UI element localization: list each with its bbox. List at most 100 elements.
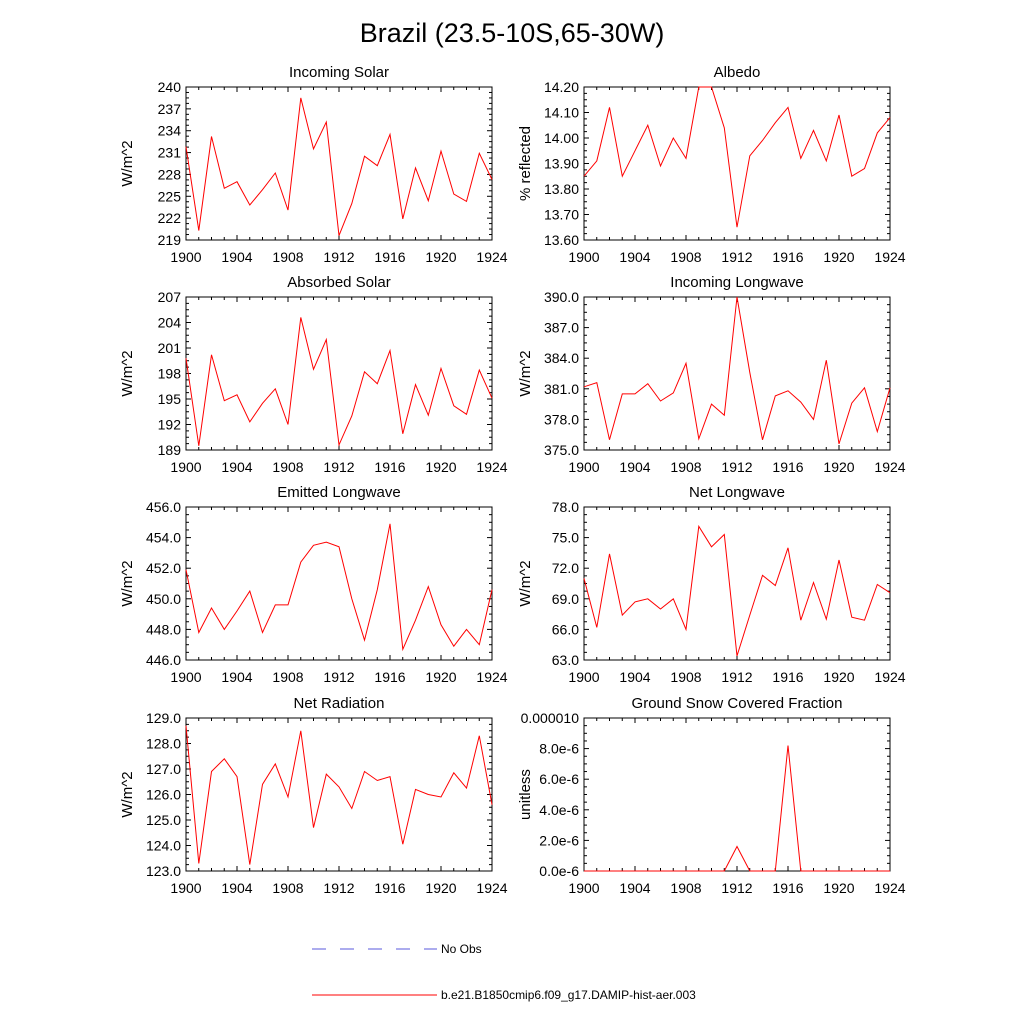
series-line bbox=[185, 725, 493, 865]
legend-label-model: b.e21.B1850cmip6.f09_g17.DAMIP-hist-aer.… bbox=[441, 988, 696, 1002]
x-tick-label: 1912 bbox=[721, 249, 752, 265]
x-tick-label: 1900 bbox=[170, 249, 201, 265]
x-tick-label: 1904 bbox=[221, 459, 252, 475]
y-tick-label: 195 bbox=[158, 391, 182, 407]
x-tick-label: 1900 bbox=[170, 880, 201, 896]
y-tick-label: 0.0e-6 bbox=[539, 863, 579, 879]
y-tick-label: 69.0 bbox=[552, 591, 579, 607]
panel-emitted-longwave: 1900 1904 1908 1912 1916 1920 1924 446.0 448.0 45… bbox=[119, 484, 508, 685]
x-tick-label: 1920 bbox=[823, 249, 854, 265]
x-tick-label: 1900 bbox=[170, 669, 201, 685]
x-tick-label: 1904 bbox=[619, 249, 650, 265]
figure-title: Brazil (23.5-10S,65-30W) bbox=[360, 18, 665, 48]
x-tick-label: 1912 bbox=[323, 249, 354, 265]
panel-title: Incoming Solar bbox=[289, 64, 389, 81]
x-tick-label: 1908 bbox=[670, 249, 701, 265]
y-tick-label: 204 bbox=[158, 315, 182, 331]
y-tick-label: 390.0 bbox=[544, 289, 579, 305]
panel-title: Absorbed Solar bbox=[287, 274, 390, 291]
x-tick-label: 1908 bbox=[272, 880, 303, 896]
y-tick-label: 387.0 bbox=[544, 320, 579, 336]
y-tick-label: 381.0 bbox=[544, 381, 579, 397]
x-tick-label: 1920 bbox=[823, 459, 854, 475]
x-tick-label: 1904 bbox=[221, 669, 252, 685]
y-tick-label: 454.0 bbox=[146, 530, 181, 546]
y-tick-label: 234 bbox=[158, 123, 182, 139]
y-tick-label: 66.0 bbox=[552, 621, 579, 637]
x-tick-label: 1904 bbox=[221, 880, 252, 896]
x-tick-label: 1908 bbox=[272, 249, 303, 265]
x-tick-label: 1908 bbox=[272, 459, 303, 475]
y-tick-label: 14.20 bbox=[544, 79, 579, 95]
x-tick-label: 1924 bbox=[874, 669, 905, 685]
series-line bbox=[185, 523, 493, 652]
series-line bbox=[583, 524, 891, 657]
x-tick-label: 1912 bbox=[721, 669, 752, 685]
y-tick-label: 129.0 bbox=[146, 710, 181, 726]
y-tick-label: 13.70 bbox=[544, 207, 579, 223]
y-tick-label: 222 bbox=[158, 210, 182, 226]
y-axis-label: % reflected bbox=[517, 126, 534, 201]
panel-title: Albedo bbox=[714, 64, 761, 81]
x-tick-label: 1920 bbox=[823, 669, 854, 685]
x-tick-label: 1920 bbox=[425, 459, 456, 475]
x-tick-label: 1912 bbox=[323, 880, 354, 896]
panel-title: Emitted Longwave bbox=[277, 484, 400, 501]
y-tick-label: 452.0 bbox=[146, 560, 181, 576]
x-tick-label: 1916 bbox=[374, 880, 405, 896]
y-tick-label: 0.000010 bbox=[521, 710, 580, 726]
panel-net-radiation: 1900 1904 1908 1912 1916 1920 1924 123.0 124.0 12… bbox=[119, 695, 508, 896]
y-tick-label: 225 bbox=[158, 188, 182, 204]
x-tick-label: 1904 bbox=[619, 880, 650, 896]
y-tick-label: 219 bbox=[158, 232, 182, 248]
y-tick-label: 201 bbox=[158, 340, 182, 356]
y-tick-label: 126.0 bbox=[146, 787, 181, 803]
y-tick-label: 207 bbox=[158, 289, 182, 305]
x-tick-label: 1916 bbox=[772, 880, 803, 896]
panel-ground-snow-covered-fraction: 1900 1904 1908 1912 1916 1920 1924 0.0e-6 2.0e-6… bbox=[517, 695, 906, 896]
x-tick-label: 1900 bbox=[568, 459, 599, 475]
y-axis-label: W/m^2 bbox=[119, 771, 136, 817]
series-line bbox=[185, 317, 493, 447]
y-tick-label: 14.10 bbox=[544, 105, 579, 121]
y-axis-label: W/m^2 bbox=[119, 350, 136, 396]
y-tick-label: 4.0e-6 bbox=[539, 802, 579, 818]
x-tick-label: 1912 bbox=[323, 669, 354, 685]
y-tick-label: 13.60 bbox=[544, 232, 579, 248]
panel-absorbed-solar: 1900 1904 1908 1912 1916 1920 1924 189 192 195 198… bbox=[119, 274, 508, 475]
x-tick-label: 1924 bbox=[476, 669, 507, 685]
panel-title: Net Longwave bbox=[689, 484, 785, 501]
y-tick-label: 450.0 bbox=[146, 591, 181, 607]
series-line bbox=[584, 745, 890, 872]
x-tick-label: 1900 bbox=[170, 459, 201, 475]
y-tick-label: 231 bbox=[158, 145, 182, 161]
panel-incoming-longwave: 1900 1904 1908 1912 1916 1920 1924 375.0 378.0 38… bbox=[517, 274, 906, 475]
x-tick-label: 1908 bbox=[670, 669, 701, 685]
y-axis-label: W/m^2 bbox=[119, 560, 136, 606]
y-tick-label: 240 bbox=[158, 79, 182, 95]
plot-frame bbox=[583, 86, 891, 241]
y-axis-label: unitless bbox=[517, 769, 534, 820]
x-tick-label: 1916 bbox=[374, 249, 405, 265]
plot-frame bbox=[583, 717, 891, 872]
x-tick-label: 1924 bbox=[874, 459, 905, 475]
panel-title: Net Radiation bbox=[294, 695, 385, 712]
y-tick-label: 2.0e-6 bbox=[539, 832, 579, 848]
x-tick-label: 1916 bbox=[772, 669, 803, 685]
plot-frame bbox=[185, 717, 493, 872]
plot-frame bbox=[185, 296, 493, 451]
y-tick-label: 375.0 bbox=[544, 442, 579, 458]
y-tick-label: 189 bbox=[158, 442, 182, 458]
panel-incoming-solar: 1900 1904 1908 1912 1916 1920 1924 219 222 225 228… bbox=[119, 64, 508, 265]
x-tick-label: 1916 bbox=[374, 669, 405, 685]
series-line bbox=[185, 97, 493, 236]
panel-albedo: 1900 1904 1908 1912 1916 1920 1924 13.60 13.70 13… bbox=[517, 64, 906, 265]
x-tick-label: 1904 bbox=[221, 249, 252, 265]
y-axis-label: W/m^2 bbox=[517, 560, 534, 606]
x-tick-label: 1924 bbox=[476, 880, 507, 896]
plot-frame bbox=[185, 86, 493, 241]
x-tick-label: 1912 bbox=[323, 459, 354, 475]
y-tick-label: 125.0 bbox=[146, 812, 181, 828]
y-tick-label: 78.0 bbox=[552, 499, 579, 515]
